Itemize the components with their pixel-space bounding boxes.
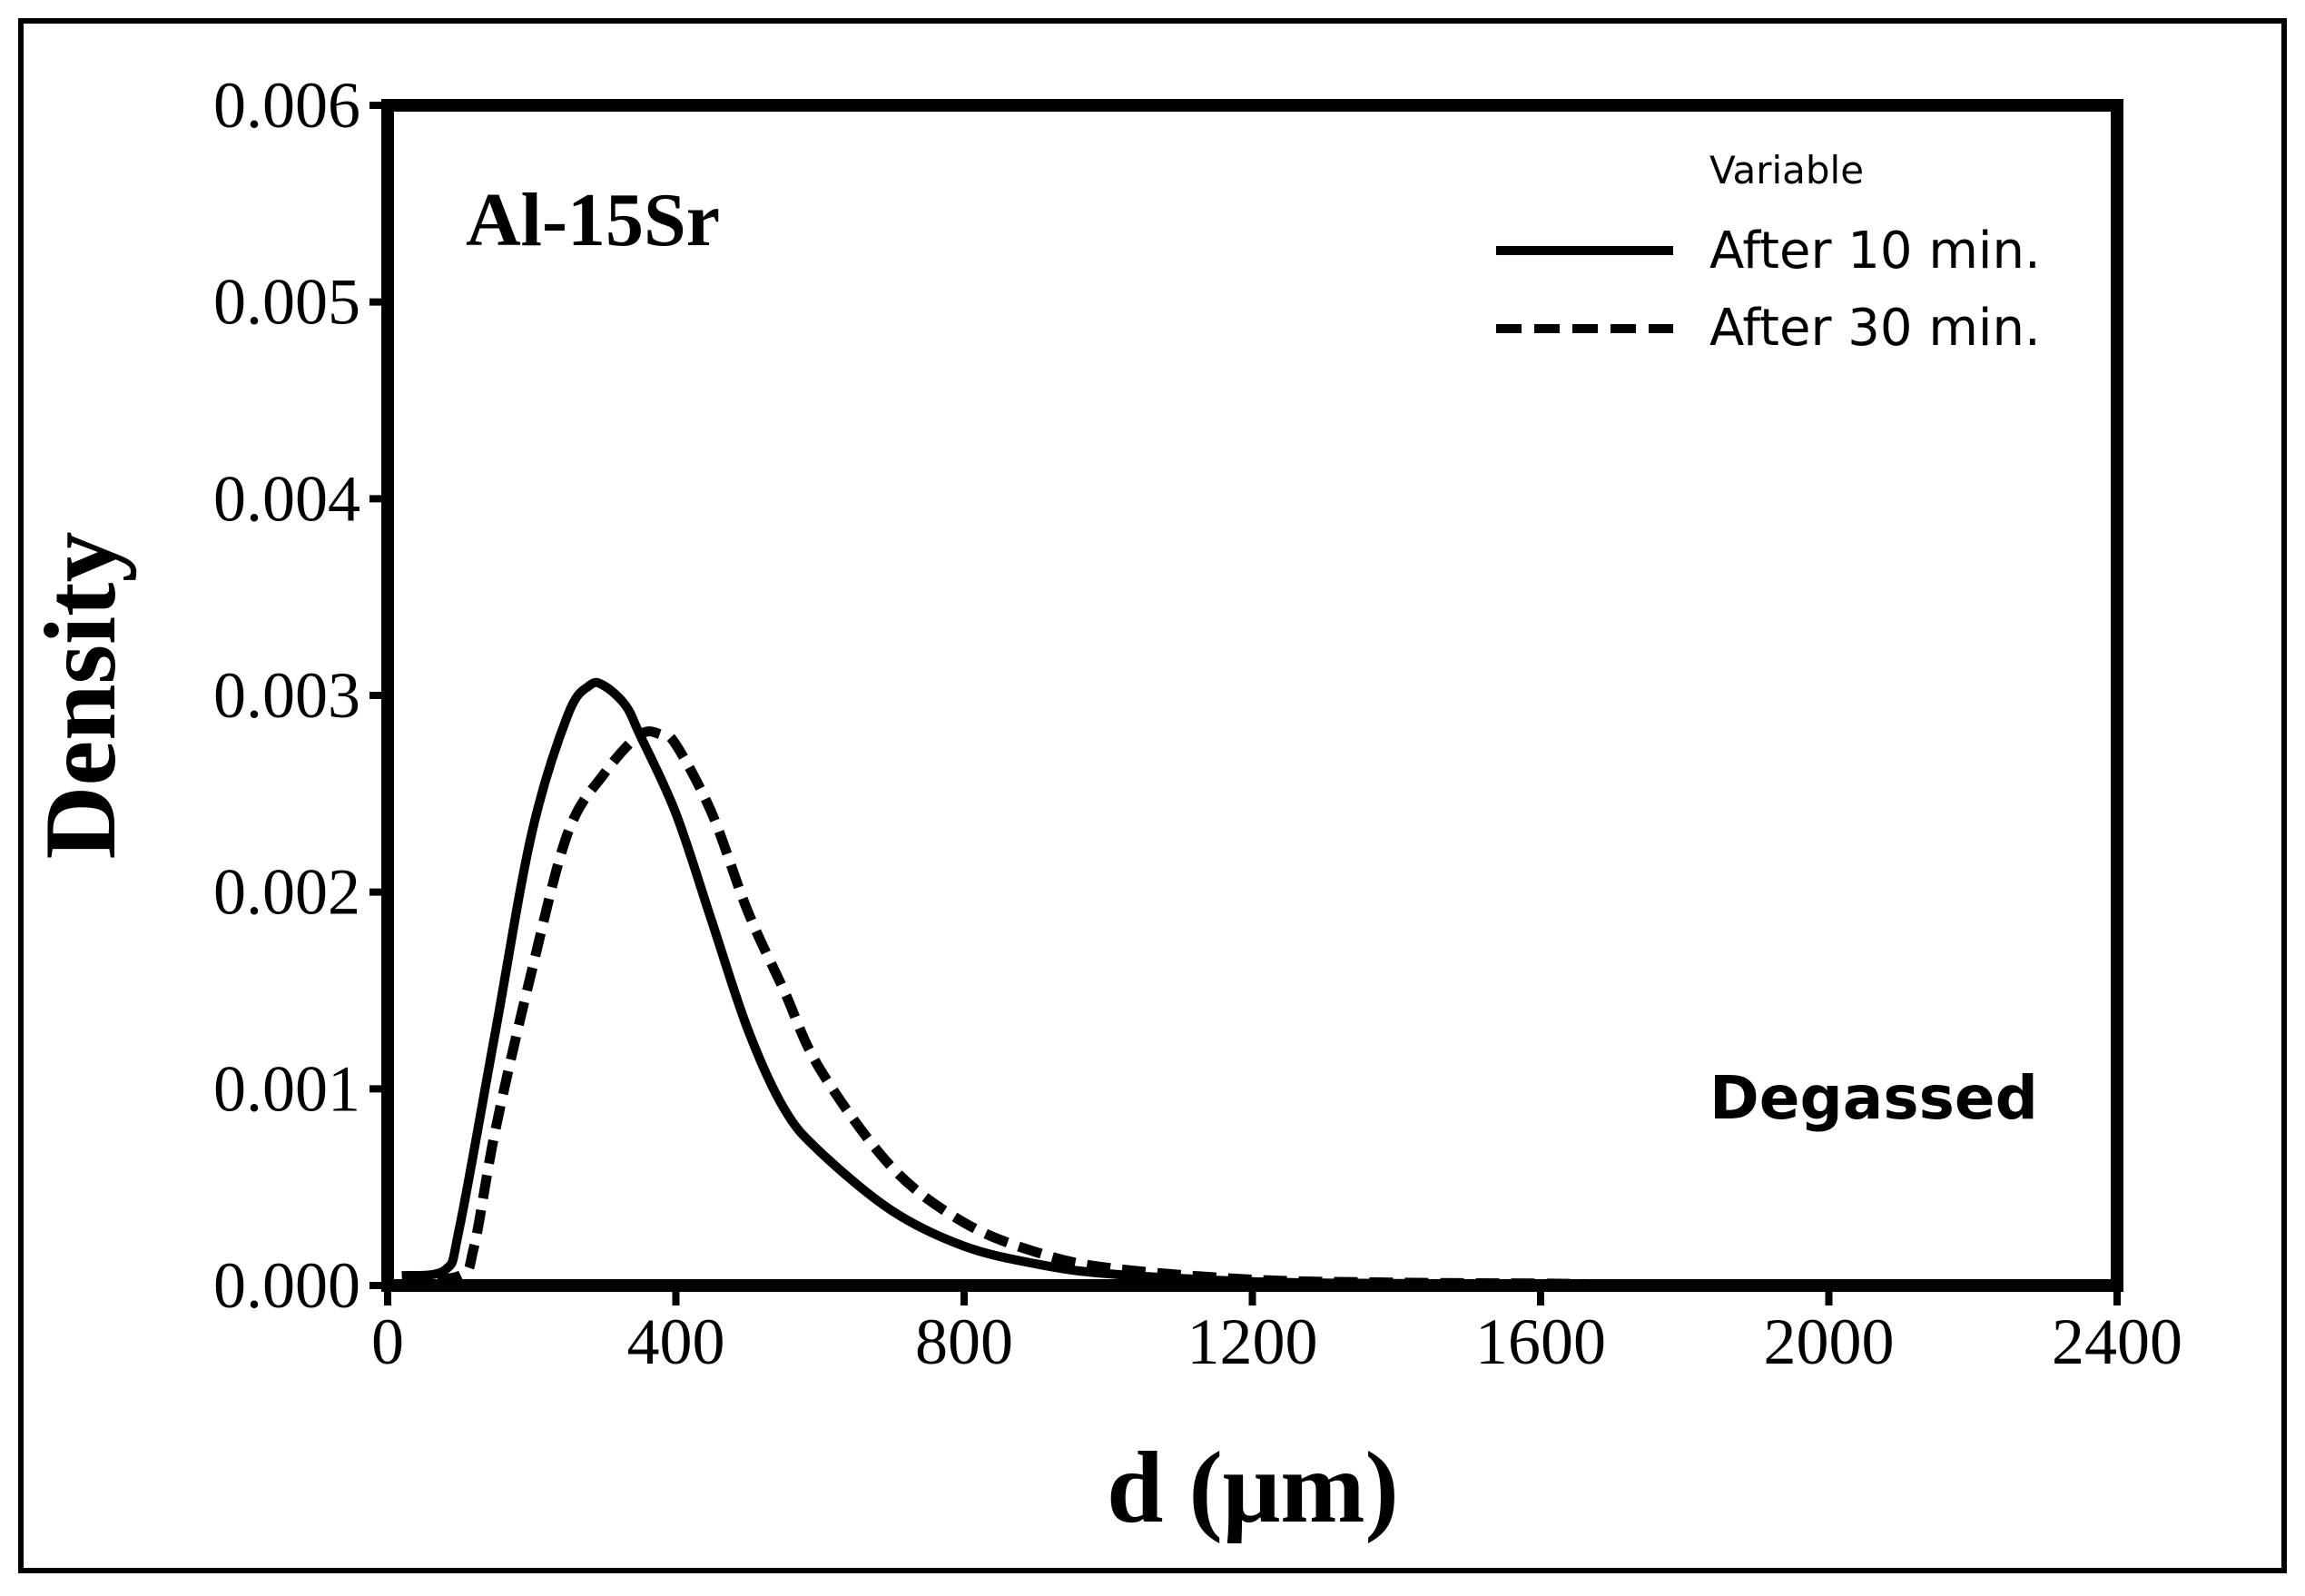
figure-frame <box>18 18 2287 1573</box>
series-line-after-30-min <box>401 726 1613 1290</box>
y-tick-label: 0.002 <box>213 856 360 929</box>
y-axis-label: Density <box>25 532 137 860</box>
x-axis-label: d (μm) <box>1107 1432 1399 1544</box>
y-tick-label: 0.003 <box>213 659 360 732</box>
alloy-annotation: Al-15Sr <box>466 178 720 262</box>
series-layer <box>401 677 1613 1290</box>
x-tick-label: 1600 <box>1475 1305 1606 1378</box>
series-line-after-10-min <box>401 677 1542 1289</box>
legend: Variable After 10 min. After 30 min. <box>1496 148 2041 358</box>
y-axis-ticks: 0.000 0.001 0.002 0.003 0.004 0.005 0.006 <box>213 69 388 1322</box>
legend-label-30min: After 30 min. <box>1709 299 2041 358</box>
x-axis-ticks: 0 400 800 1200 1600 2000 2400 <box>371 1286 2182 1378</box>
x-tick-label: 800 <box>915 1305 1013 1378</box>
legend-title: Variable <box>1709 148 1864 192</box>
x-tick-label: 400 <box>627 1305 725 1378</box>
y-tick-label: 0.000 <box>213 1249 360 1322</box>
x-tick-label: 2000 <box>1764 1305 1895 1378</box>
y-tick-label: 0.006 <box>213 69 360 142</box>
x-tick-label: 1200 <box>1187 1305 1318 1378</box>
y-tick-label: 0.004 <box>213 462 360 535</box>
degassed-annotation: Degassed <box>1709 1063 2038 1133</box>
y-tick-label: 0.001 <box>213 1052 360 1125</box>
legend-label-10min: After 10 min. <box>1709 222 2041 281</box>
x-tick-label: 0 <box>371 1305 404 1378</box>
x-tick-label: 2400 <box>2052 1305 2182 1378</box>
y-tick-label: 0.005 <box>213 266 360 339</box>
